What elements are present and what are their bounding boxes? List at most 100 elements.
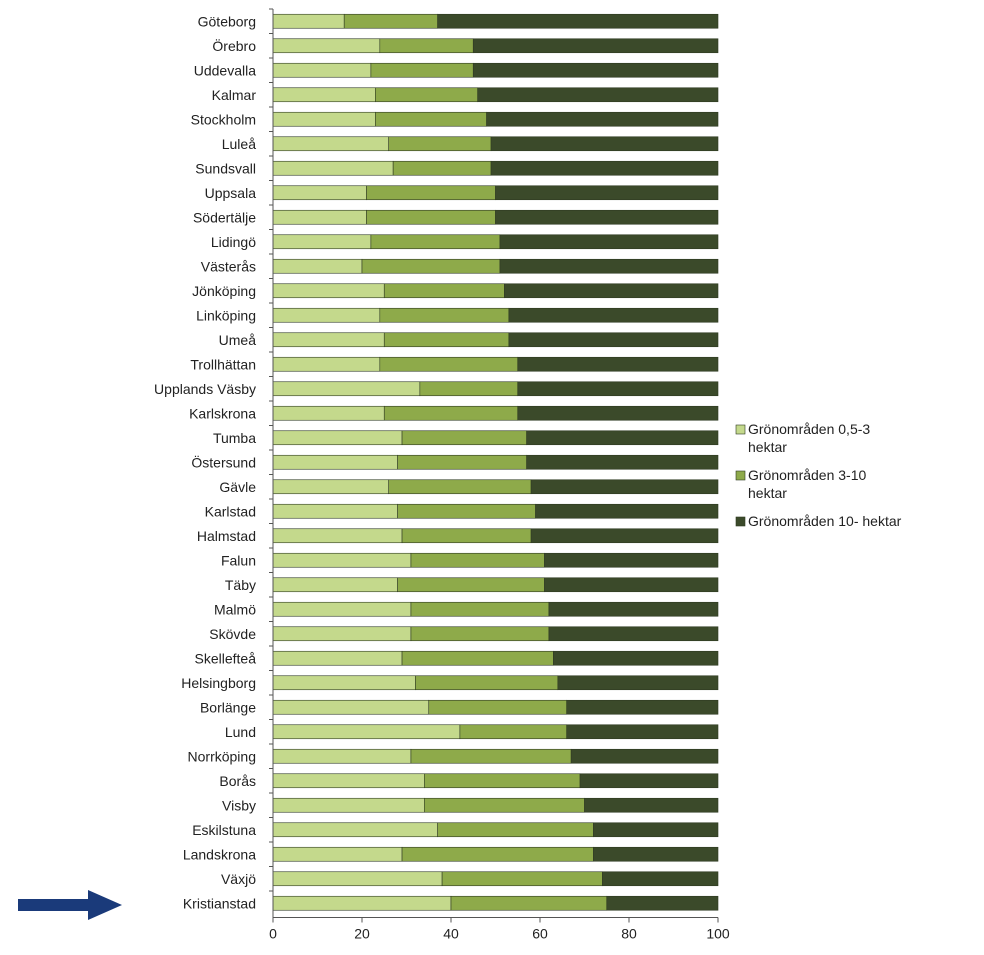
bar-segment <box>343 13 438 29</box>
x-tick-label: 100 <box>706 926 730 942</box>
category-label: Eskilstuna <box>192 822 256 838</box>
bar-segment <box>272 601 412 617</box>
bar-segment <box>415 675 559 691</box>
bar-segment <box>566 699 719 715</box>
category-label: Täby <box>225 577 256 593</box>
bar-segment <box>548 626 719 642</box>
category-label: Örebro <box>212 37 256 54</box>
bar-segment <box>272 822 438 838</box>
bar-segment <box>272 283 385 299</box>
category-label: Karlskrona <box>189 405 256 421</box>
category-label: Uddevalla <box>194 62 256 78</box>
bar-segment <box>428 699 567 715</box>
bar-segment <box>499 258 719 274</box>
bar-segment <box>272 479 389 495</box>
category-label: Skövde <box>209 626 256 642</box>
bar-segment <box>366 185 496 201</box>
bar-segment <box>517 381 719 397</box>
bar-segment <box>272 87 376 103</box>
bar-segment <box>272 454 398 470</box>
bar-segment <box>544 577 719 593</box>
bar-segment <box>459 724 567 740</box>
bar-segment <box>272 773 425 789</box>
bar-segment <box>490 136 719 152</box>
category-label: Östersund <box>191 453 256 470</box>
bar-segment <box>272 332 385 348</box>
bar-segment <box>272 307 381 323</box>
bar-segment <box>401 650 554 666</box>
category-label: Helsingborg <box>181 675 256 691</box>
bar-segment <box>530 479 719 495</box>
bar-segment <box>499 234 719 250</box>
x-tick-label: 0 <box>269 926 277 942</box>
bar-segment <box>548 601 719 617</box>
bar-segment <box>370 234 501 250</box>
bar-segment <box>566 724 719 740</box>
category-label: Kalmar <box>212 87 257 103</box>
bar-segment <box>441 871 603 887</box>
category-label: Borlänge <box>200 699 256 715</box>
bar-segment <box>530 528 719 544</box>
bar-segment <box>370 62 474 78</box>
category-label: Gävle <box>219 479 256 495</box>
category-label: Linköping <box>196 307 256 323</box>
category-label: Södertälje <box>193 209 256 225</box>
x-tick-label: 60 <box>532 926 548 942</box>
bar-segment <box>401 846 594 862</box>
bar-segment <box>504 283 719 299</box>
category-label: Skellefteå <box>195 650 257 666</box>
bar-segment <box>272 748 412 764</box>
bar-segment <box>557 675 719 691</box>
bar-segment <box>472 62 719 78</box>
category-label: Uppsala <box>205 185 257 201</box>
bar-segment <box>410 748 572 764</box>
bar-segment <box>437 822 594 838</box>
bar-segment <box>272 724 461 740</box>
bar-segment <box>379 356 519 372</box>
category-label: Norrköping <box>188 748 256 764</box>
bar-segment <box>272 650 403 666</box>
bar-segment <box>272 185 367 201</box>
bar-segment <box>272 258 363 274</box>
bar-segment <box>272 503 398 519</box>
bar-segment <box>410 552 545 568</box>
bar-segment <box>383 332 510 348</box>
bar-segment <box>570 748 719 764</box>
bar-segment <box>272 405 385 421</box>
category-label: Jönköping <box>192 283 256 299</box>
category-label: Landskrona <box>183 846 256 862</box>
x-tick-label: 40 <box>443 926 459 942</box>
bars-layer <box>272 13 719 911</box>
legend-swatch <box>735 516 746 527</box>
category-label: Visby <box>222 797 256 813</box>
bar-segment <box>272 577 398 593</box>
bar-segment <box>361 258 501 274</box>
bar-segment <box>410 626 550 642</box>
bar-segment <box>423 773 581 789</box>
category-label: Stockholm <box>191 111 256 127</box>
bar-segment <box>593 822 719 838</box>
bar-segment <box>272 13 345 29</box>
category-label: Lund <box>225 724 256 740</box>
category-label: Upplands Väsby <box>154 381 256 397</box>
x-axis: 0 20 40 60 80 100 <box>269 9 730 942</box>
bar-segment <box>553 650 719 666</box>
bar-segment <box>410 601 550 617</box>
bar-segment <box>272 699 430 715</box>
bar-segment <box>508 307 719 323</box>
category-label: Trollhättan <box>190 356 256 372</box>
bar-segment <box>495 209 719 225</box>
bar-segment <box>477 87 719 103</box>
bar-segment <box>606 895 719 911</box>
bar-segment <box>272 209 367 225</box>
category-label: Halmstad <box>197 528 256 544</box>
bar-segment <box>375 111 487 127</box>
bar-segment <box>392 160 492 176</box>
bar-segment <box>517 356 719 372</box>
bar-segment <box>517 405 719 421</box>
bar-segment <box>579 773 719 789</box>
bar-segment <box>526 430 719 446</box>
bar-segment <box>601 871 719 887</box>
bar-segment <box>401 430 527 446</box>
